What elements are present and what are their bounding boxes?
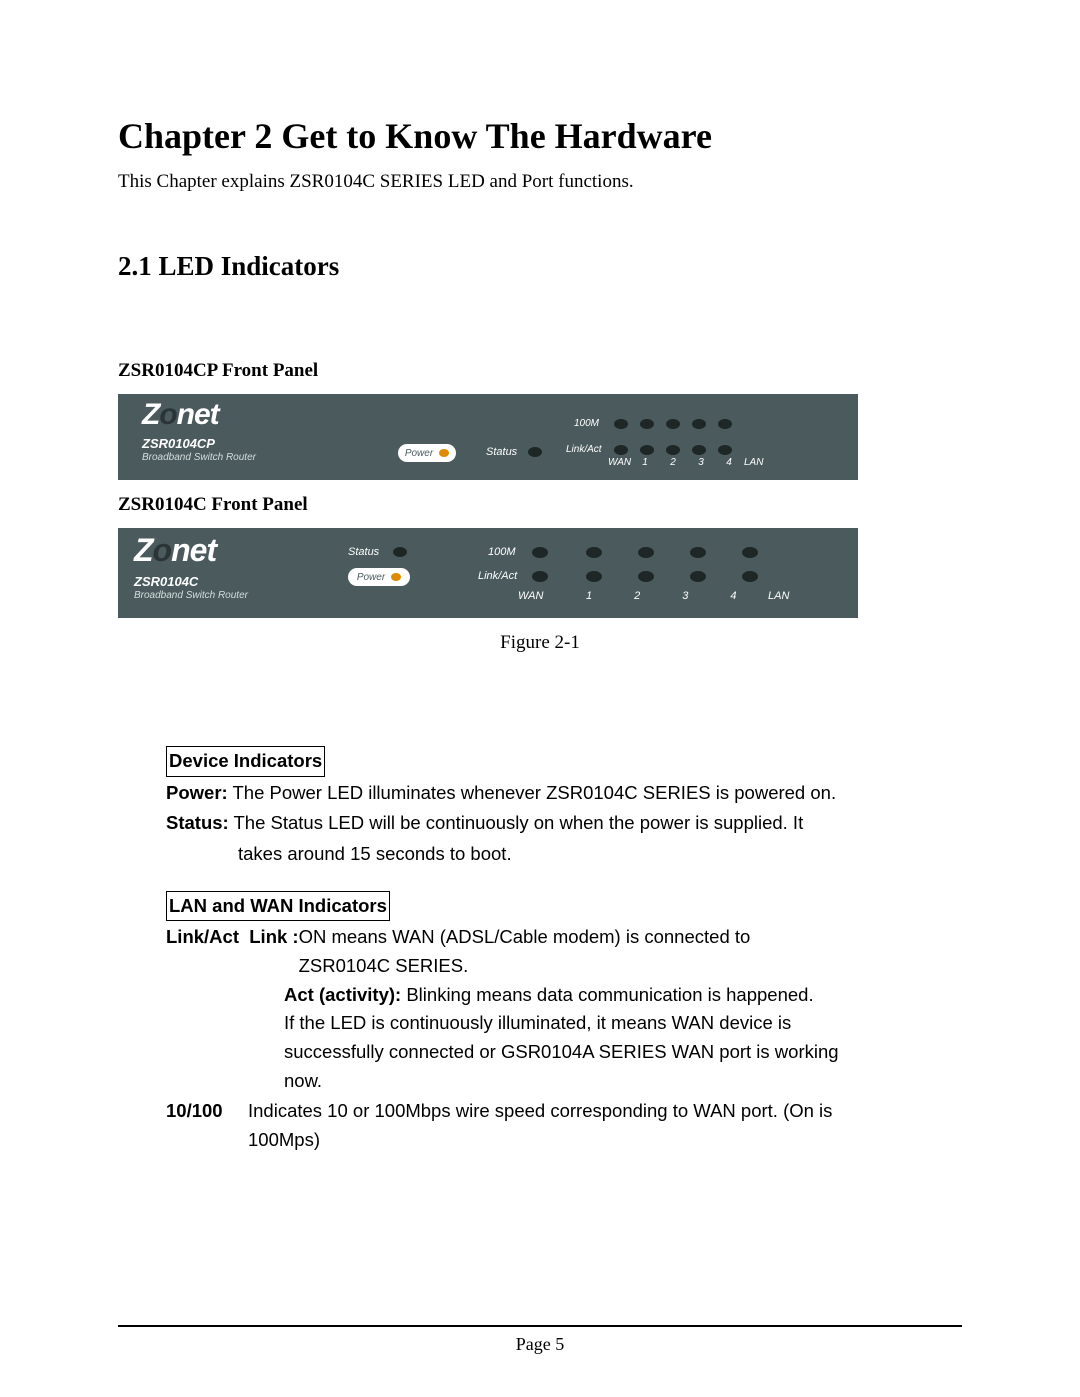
port-label: 2	[634, 590, 640, 602]
led-icon	[640, 419, 654, 429]
port-label: 3	[692, 457, 710, 468]
led-icon	[690, 547, 706, 558]
led-icon	[532, 547, 548, 558]
panel-c-model: ZSR0104C	[134, 574, 198, 589]
led-icon	[532, 571, 548, 582]
port-labels: 1 2 3 4	[586, 590, 737, 602]
act-definition: Act (activity): Blinking means data comm…	[284, 981, 962, 1096]
lan-label: LAN	[768, 590, 789, 602]
port-label: 3	[682, 590, 688, 602]
power-indicator: Power	[398, 444, 456, 462]
linkact-key: Link/Act Link :	[166, 923, 299, 980]
led-icon	[742, 571, 758, 582]
port-label: 4	[730, 590, 736, 602]
panel-cp-model: ZSR0104CP	[142, 436, 215, 451]
chapter-intro: This Chapter explains ZSR0104C SERIES LE…	[118, 171, 962, 193]
row-100m-label: 100M	[574, 418, 599, 429]
lan-wan-heading: LAN and WAN Indicators	[166, 891, 390, 922]
row-linkact-label: Link/Act	[566, 444, 602, 455]
power-definition: Power: The Power LED illuminates wheneve…	[166, 779, 962, 808]
panel-c-subtitle: Broadband Switch Router	[134, 590, 248, 601]
act-line3: successfully connected or GSR0104A SERIE…	[284, 1038, 962, 1067]
power-indicator: Power	[348, 568, 410, 586]
footer-rule	[118, 1325, 962, 1327]
page-number: Page 5	[0, 1334, 1080, 1355]
status-definition: Status: The Status LED will be continuou…	[166, 809, 962, 838]
led-icon	[718, 419, 732, 429]
port-label: 4	[720, 457, 738, 468]
act-line2: If the LED is continuously illuminated, …	[284, 1009, 962, 1038]
port-label: 2	[664, 457, 682, 468]
led-icon	[692, 419, 706, 429]
led-icon	[586, 571, 602, 582]
ten100-definition: 10/100 Indicates 10 or 100Mbps wire spee…	[166, 1097, 962, 1154]
led-icon	[692, 445, 706, 455]
led-icon	[690, 571, 706, 582]
power-label: Power	[405, 448, 433, 459]
led-icon	[614, 445, 628, 455]
ten100-line2: 100Mps)	[248, 1126, 962, 1155]
ten100-line1: Indicates 10 or 100Mbps wire speed corre…	[248, 1097, 962, 1126]
led-icon	[742, 547, 758, 558]
act-line1: Blinking means data communication is hap…	[401, 984, 813, 1005]
port-label: 1	[636, 457, 654, 468]
leds-100m-row	[586, 547, 758, 558]
figure-caption: Figure 2-1	[118, 632, 962, 654]
led-icon	[718, 445, 732, 455]
power-label: Power	[357, 572, 385, 583]
lan-label: LAN	[744, 457, 763, 468]
status-key: Status:	[166, 812, 229, 833]
power-text: The Power LED illuminates whenever ZSR01…	[228, 782, 836, 803]
brand-logo: Zonet	[142, 398, 219, 432]
act-key: Act (activity):	[284, 984, 401, 1005]
router-panel-cp: Zonet ZSR0104CP Broadband Switch Router …	[118, 394, 858, 480]
led-icon	[640, 445, 654, 455]
status-text-1: The Status LED will be continuously on w…	[229, 812, 804, 833]
leds-linkact-row	[614, 445, 732, 455]
brand-logo: Zonet	[134, 532, 216, 569]
linkact-line2: ZSR0104C SERIES.	[299, 952, 962, 981]
port-label: 1	[586, 590, 592, 602]
panel-c-heading: ZSR0104C Front Panel	[118, 494, 962, 516]
panel-cp-subtitle: Broadband Switch Router	[142, 452, 256, 463]
ten100-key: 10/100	[166, 1097, 240, 1154]
linkact-line1: ON means WAN (ADSL/Cable modem) is conne…	[299, 923, 962, 952]
status-label: Status	[348, 546, 379, 558]
port-labels: WAN 1 2 3 4	[608, 457, 738, 468]
leds-linkact-row	[586, 571, 758, 582]
power-led-icon	[391, 573, 401, 581]
port-label: WAN	[608, 457, 626, 468]
row-linkact-label: Link/Act	[478, 570, 517, 582]
led-icon	[638, 547, 654, 558]
status-label: Status	[486, 446, 517, 458]
power-key: Power:	[166, 782, 228, 803]
led-icon	[666, 445, 680, 455]
act-line4: now.	[284, 1067, 962, 1096]
device-indicators-heading: Device Indicators	[166, 746, 325, 777]
panel-cp-heading: ZSR0104CP Front Panel	[118, 360, 962, 382]
linkact-definition: Link/Act Link : ON means WAN (ADSL/Cable…	[166, 923, 962, 980]
section-title: 2.1 LED Indicators	[118, 251, 962, 282]
power-led-icon	[439, 449, 449, 457]
leds-100m-row	[614, 419, 732, 429]
router-panel-c: Zonet ZSR0104C Broadband Switch Router S…	[118, 528, 858, 618]
led-icon	[614, 419, 628, 429]
status-led-icon	[393, 547, 407, 557]
led-icon	[586, 547, 602, 558]
status-text-2: takes around 15 seconds to boot.	[238, 840, 962, 869]
led-icon	[666, 419, 680, 429]
row-100m-label: 100M	[488, 546, 516, 558]
chapter-title: Chapter 2 Get to Know The Hardware	[118, 115, 962, 157]
status-led-icon	[528, 447, 542, 457]
wan-label: WAN	[518, 590, 543, 602]
led-icon	[638, 571, 654, 582]
